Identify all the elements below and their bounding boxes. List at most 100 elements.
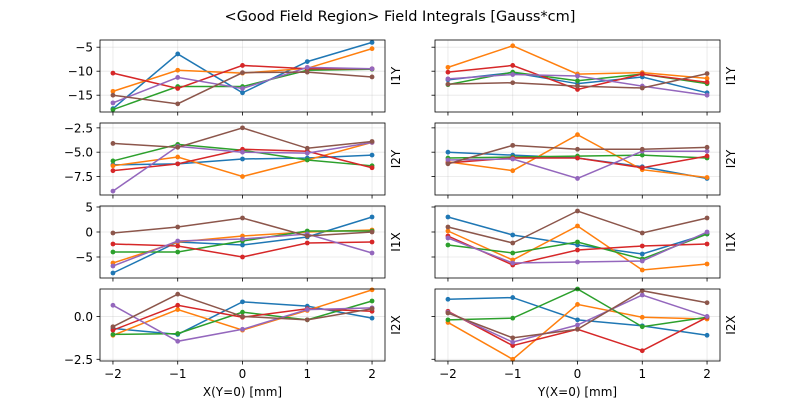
data-point-s1 [445, 149, 451, 155]
data-point-s1 [240, 242, 245, 248]
data-point-s2 [575, 302, 580, 307]
data-point-s1 [445, 214, 451, 220]
data-point-s5 [704, 92, 710, 98]
data-point-s3 [639, 324, 645, 330]
data-point-s4 [704, 153, 710, 159]
x-tick-label: 0 [239, 367, 247, 381]
data-point-s5 [110, 263, 116, 269]
data-point-s6 [240, 70, 245, 76]
y-tick-label: −5 [75, 251, 93, 265]
data-point-s4 [369, 165, 375, 171]
data-point-s5 [639, 292, 645, 298]
data-point-s5 [240, 86, 245, 91]
data-point-s3 [304, 157, 310, 163]
data-point-s1 [304, 59, 310, 64]
data-point-s2 [704, 175, 710, 180]
subplot-i1x-y: I1X [431, 205, 738, 282]
y-tick-label: −2.5 [64, 353, 93, 367]
y-axis-label: I1Y [389, 66, 403, 85]
data-point-s5 [369, 66, 375, 72]
data-point-s5 [445, 157, 451, 163]
x-tick-label: 2 [703, 367, 711, 381]
data-point-s6 [369, 306, 375, 312]
y-axis-label: I1Y [724, 66, 738, 85]
data-point-s5 [510, 72, 516, 77]
data-point-s6 [445, 81, 451, 87]
data-point-s2 [175, 154, 181, 160]
data-point-s5 [510, 260, 516, 266]
data-point-s3 [110, 332, 116, 337]
x-tick-label: −1 [169, 367, 187, 381]
data-point-s6 [575, 208, 580, 214]
data-point-s5 [445, 235, 451, 241]
data-point-s1 [510, 232, 516, 238]
data-point-s6 [639, 230, 645, 236]
data-point-s2 [704, 76, 710, 81]
y-tick-label: −5.0 [64, 146, 93, 160]
data-point-s5 [639, 258, 645, 264]
data-point-s3 [369, 298, 375, 304]
data-point-s5 [575, 259, 580, 265]
x-axis-label: Y(X=0) [mm] [537, 385, 617, 399]
data-point-s4 [575, 247, 580, 253]
data-point-s5 [510, 156, 516, 162]
data-point-s5 [240, 236, 245, 242]
subplot-i2x-y: −2 −1 0 1 2 I2X Y(X=0) [mm] [431, 286, 738, 399]
x-tick-label: 1 [303, 367, 311, 381]
data-point-s3 [445, 317, 451, 323]
data-point-s5 [110, 302, 116, 308]
data-point-s5 [704, 314, 710, 319]
data-point-s3 [510, 315, 516, 321]
data-point-s4 [704, 79, 710, 85]
data-point-s2 [575, 132, 580, 138]
data-point-s2 [510, 168, 516, 174]
data-point-s1 [639, 251, 645, 257]
data-point-s4 [240, 254, 245, 260]
data-point-s6 [110, 141, 116, 146]
subplot-i1y-x: −5 −10 −15 I1Y [68, 39, 403, 116]
data-point-s6 [639, 85, 645, 91]
data-point-s2 [369, 46, 375, 52]
data-point-s6 [240, 125, 245, 131]
data-point-s3 [575, 239, 580, 245]
data-point-s5 [110, 188, 116, 194]
data-point-s4 [304, 240, 310, 246]
data-point-s6 [369, 139, 375, 144]
data-point-s4 [110, 70, 116, 76]
data-point-s6 [175, 224, 181, 230]
x-tick-label: 0 [574, 367, 582, 381]
x-tick-label: −2 [104, 367, 122, 381]
data-point-s1 [369, 214, 375, 220]
data-point-s6 [175, 291, 181, 297]
data-point-s1 [240, 90, 245, 96]
data-point-s4 [639, 348, 645, 354]
data-point-s2 [445, 228, 451, 234]
data-point-s4 [110, 168, 116, 174]
subplot-i1x-x: 5 0 −5 I1X [75, 201, 403, 282]
data-point-s2 [175, 307, 181, 312]
y-axis-label: I2X [389, 315, 403, 334]
data-point-s1 [110, 270, 116, 276]
data-point-s2 [510, 356, 516, 362]
data-point-s1 [445, 296, 451, 302]
data-point-s6 [110, 324, 116, 330]
data-point-s5 [175, 238, 181, 244]
data-point-s4 [110, 327, 116, 333]
data-point-s5 [304, 307, 310, 312]
data-point-s5 [575, 322, 580, 328]
data-point-s5 [110, 100, 116, 106]
y-tick-label: 0.0 [74, 310, 93, 324]
data-point-s3 [639, 152, 645, 158]
data-point-s3 [510, 250, 516, 256]
y-tick-label: −15 [68, 89, 93, 103]
data-point-s5 [240, 326, 245, 332]
subplot-i2y-x: −2.5 −5.0 −7.5 I2Y [64, 121, 403, 199]
data-point-s6 [704, 300, 710, 306]
data-point-s4 [445, 69, 451, 75]
data-point-s4 [175, 161, 181, 167]
data-point-s2 [369, 287, 375, 293]
data-point-s5 [304, 150, 310, 156]
data-point-s5 [704, 148, 710, 154]
subplot-i2y-y: I2Y [431, 122, 738, 199]
